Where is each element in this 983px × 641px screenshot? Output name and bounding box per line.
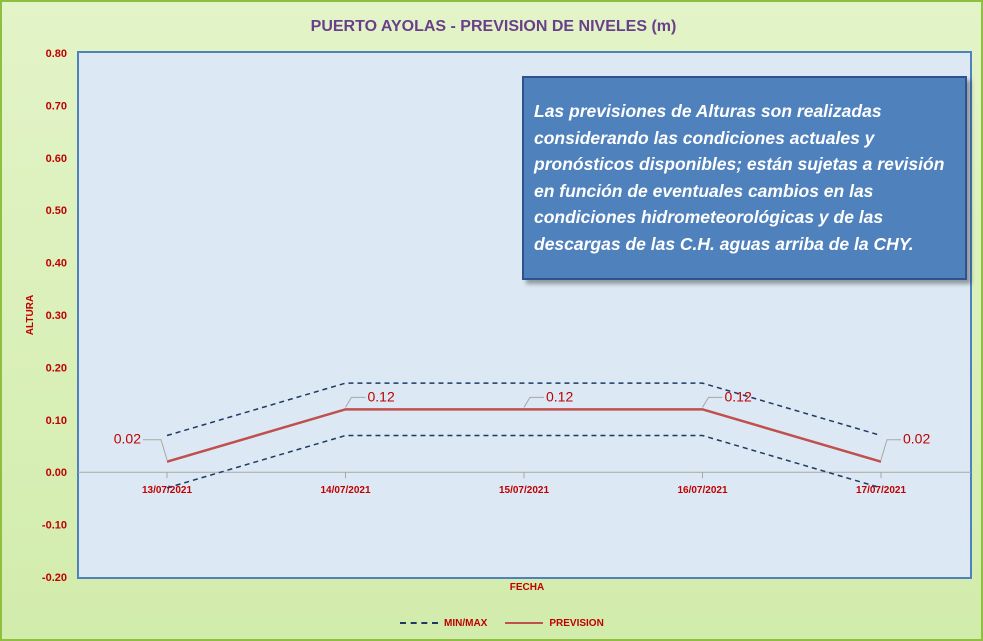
series-min-line <box>166 434 882 489</box>
y-tick-label: 0.30 <box>46 310 67 322</box>
x-tick-label: 16/07/2021 <box>677 485 727 496</box>
y-tick-label: 0.80 <box>46 48 67 60</box>
legend-item-prevision: PREVISION <box>505 617 604 629</box>
legend-swatch-prevision <box>505 622 544 624</box>
y-tick-label: 0.60 <box>46 153 67 165</box>
data-label-leader <box>143 439 168 460</box>
legend-item-minmax: MIN/MAX <box>400 618 487 629</box>
x-tick-label: 15/07/2021 <box>499 485 549 496</box>
x-tick-label: 14/07/2021 <box>320 485 370 496</box>
data-label: 0.02 <box>114 431 141 447</box>
y-axis-label: ALTURA <box>25 295 36 335</box>
data-label-leader <box>880 439 901 460</box>
series-prevision-line <box>166 408 882 463</box>
data-label-leader <box>345 396 366 408</box>
y-tick-label: 0.00 <box>46 467 67 479</box>
data-label: 0.12 <box>725 388 752 404</box>
x-tick-label: 17/07/2021 <box>856 485 906 496</box>
y-tick-label: -0.20 <box>42 572 67 584</box>
legend-label-minmax: MIN/MAX <box>444 617 488 629</box>
legend: MIN/MAX PREVISION <box>400 615 622 631</box>
data-label: 0.12 <box>368 388 395 404</box>
chart-title: PUERTO AYOLAS - PREVISION DE NIVELES (m) <box>310 18 677 35</box>
forecast-note: Las previsiones de Alturas son realizada… <box>522 76 967 280</box>
y-tick-label: 0.20 <box>46 362 67 374</box>
data-label: 0.12 <box>546 388 573 404</box>
data-label-leader <box>702 396 723 408</box>
y-tick-label: -0.10 <box>42 520 67 532</box>
y-tick-label: 0.10 <box>46 415 67 427</box>
legend-label-prevision: PREVISION <box>549 617 604 629</box>
data-label: 0.02 <box>903 431 930 447</box>
legend-swatch-minmax <box>400 622 438 624</box>
y-tick-label: 0.70 <box>46 100 67 112</box>
x-axis-label: FECHA <box>509 582 545 593</box>
series-max-line <box>166 382 882 437</box>
x-tick-label: 13/07/2021 <box>142 485 192 496</box>
y-tick-label: 0.40 <box>46 258 67 270</box>
data-label-leader <box>523 396 544 408</box>
y-tick-label: 0.50 <box>46 205 67 217</box>
